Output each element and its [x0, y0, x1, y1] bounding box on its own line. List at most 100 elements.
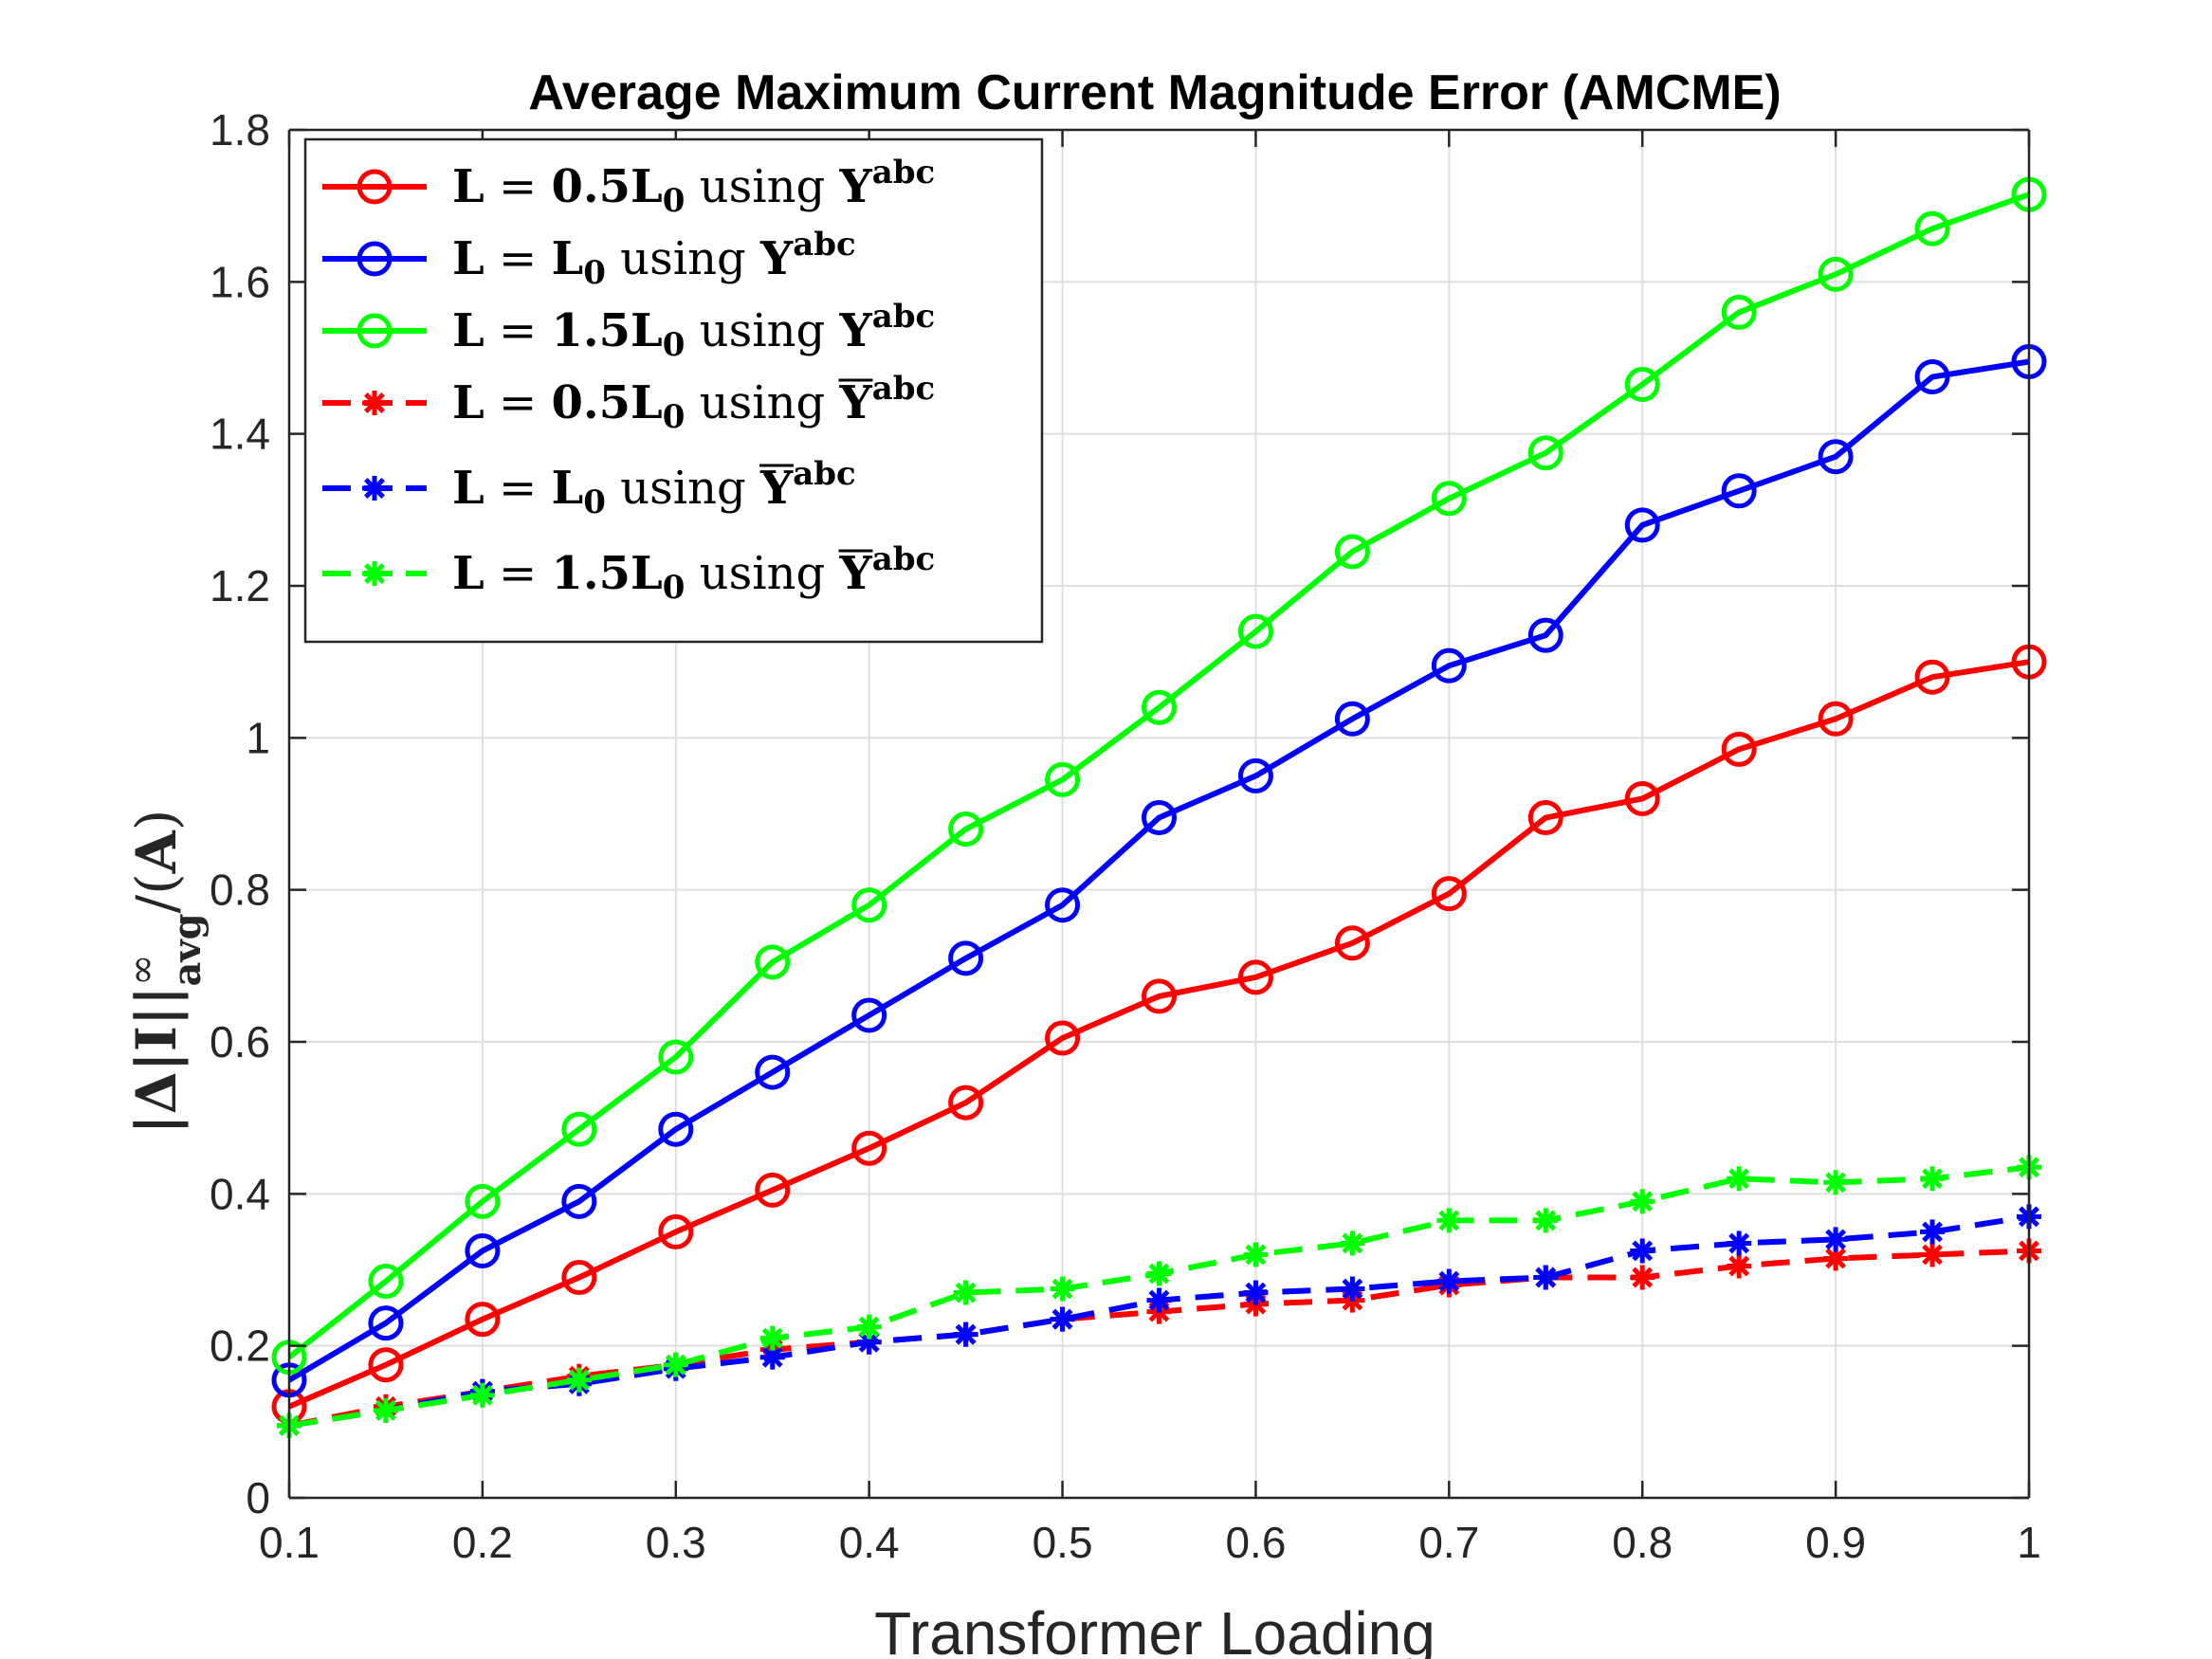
point-blue-solid-3 — [561, 1183, 597, 1219]
x-tick-label-4: 0.5 — [1033, 1518, 1093, 1567]
point-green-dashed-8 — [1050, 1276, 1075, 1302]
point-blue-dashed-7 — [953, 1322, 978, 1347]
point-blue-solid-6 — [851, 997, 887, 1033]
point-green-solid-11 — [1334, 534, 1370, 570]
series-green-dashed — [277, 1155, 2041, 1438]
y-tick-label-5: 1 — [246, 713, 270, 762]
legend-marker-green-solid — [356, 313, 393, 349]
point-blue-solid-8 — [1045, 887, 1081, 923]
x-tick-label-7: 0.8 — [1612, 1518, 1673, 1567]
y-tick-label-1: 0.2 — [210, 1322, 270, 1371]
y-tick-label-8: 1.6 — [210, 257, 270, 306]
point-red-solid-4 — [658, 1213, 694, 1249]
point-green-solid-7 — [948, 811, 984, 848]
point-red-solid-13 — [1527, 800, 1563, 836]
point-blue-solid-14 — [1624, 507, 1660, 543]
point-blue-solid-9 — [1142, 800, 1177, 836]
point-blue-dashed-13 — [1533, 1265, 1559, 1290]
legend-box — [303, 137, 1044, 644]
point-blue-dashed-15 — [1727, 1231, 1752, 1256]
x-tick-label-0: 0.1 — [259, 1518, 320, 1567]
point-green-dashed-16 — [1823, 1170, 1849, 1195]
point-green-dashed-3 — [566, 1367, 592, 1393]
y-tick-label-4: 0.8 — [210, 866, 270, 915]
point-green-solid-8 — [1045, 761, 1081, 797]
y-tick-label-0: 0 — [246, 1473, 270, 1522]
point-green-solid-12 — [1431, 481, 1467, 517]
point-red-solid-16 — [1818, 701, 1854, 737]
legend-marker-red-dashed — [362, 391, 387, 415]
point-blue-solid-2 — [465, 1232, 501, 1268]
axes — [287, 128, 2031, 1500]
point-blue-solid-17 — [1914, 359, 1950, 395]
point-blue-solid-13 — [1527, 617, 1563, 653]
x-tick-label-1: 0.2 — [452, 1518, 513, 1567]
legend-marker-red-solid — [356, 169, 393, 205]
point-green-solid-17 — [1914, 210, 1950, 246]
point-blue-solid-12 — [1431, 647, 1467, 684]
series-line-green-solid — [287, 191, 2031, 1360]
point-green-dashed-7 — [953, 1280, 978, 1305]
x-tick-label-2: 0.3 — [646, 1518, 706, 1567]
point-green-solid-3 — [561, 1111, 597, 1147]
point-red-solid-6 — [851, 1130, 887, 1166]
point-green-dashed-14 — [1630, 1189, 1655, 1214]
point-green-dashed-15 — [1727, 1166, 1752, 1192]
legend-label-green-solid: L = 1.5L0 using Yabc — [452, 298, 935, 364]
x-tick-label-6: 0.7 — [1418, 1518, 1479, 1567]
legend-label-blue-solid: L = L0 using Yabc — [452, 226, 856, 292]
point-red-solid-11 — [1334, 925, 1370, 961]
series-red-solid — [271, 644, 2047, 1425]
legend-marker-green-dashed — [362, 561, 387, 586]
series-green-solid — [271, 176, 2047, 1376]
point-blue-solid-15 — [1721, 473, 1757, 509]
point-blue-dashed-8 — [1050, 1306, 1075, 1332]
y-tick-label-9: 1.8 — [210, 105, 270, 155]
y-tick-label-2: 0.4 — [210, 1169, 270, 1218]
x-tick-label-3: 0.4 — [839, 1518, 900, 1567]
series-layer — [271, 176, 2047, 1438]
point-green-dashed-6 — [856, 1314, 882, 1340]
point-red-solid-3 — [561, 1260, 597, 1296]
series-blue-solid — [271, 344, 2047, 1398]
point-red-solid-5 — [755, 1172, 791, 1208]
y-tick-label-6: 1.2 — [210, 561, 270, 611]
legend-label-blue-dashed: L = L0 using Yabc — [452, 455, 856, 521]
point-green-dashed-17 — [1920, 1166, 1946, 1192]
point-green-solid-13 — [1527, 435, 1563, 471]
chart-title: Average Maximum Current Magnitude Error … — [528, 65, 1781, 120]
point-red-dashed-14 — [1630, 1265, 1655, 1290]
y-tick-label-7: 1.4 — [210, 410, 270, 459]
point-blue-solid-4 — [658, 1111, 694, 1147]
point-blue-dashed-10 — [1243, 1280, 1269, 1305]
point-blue-solid-16 — [1818, 439, 1854, 475]
point-blue-solid-7 — [948, 940, 984, 976]
point-green-dashed-1 — [373, 1397, 398, 1423]
point-blue-dashed-17 — [1920, 1219, 1946, 1245]
point-blue-solid-10 — [1237, 757, 1273, 793]
point-green-solid-14 — [1624, 367, 1660, 403]
point-blue-dashed-16 — [1823, 1227, 1849, 1252]
x-tick-label-8: 0.9 — [1805, 1518, 1866, 1567]
point-red-solid-17 — [1914, 659, 1950, 695]
point-green-solid-1 — [368, 1264, 404, 1300]
point-red-solid-7 — [948, 1085, 984, 1121]
point-green-solid-9 — [1142, 689, 1177, 725]
point-green-solid-6 — [851, 887, 887, 923]
x-tick-label-9: 1 — [2017, 1518, 2041, 1567]
point-blue-dashed-14 — [1630, 1238, 1655, 1264]
point-red-solid-14 — [1624, 780, 1660, 816]
point-green-dashed-2 — [469, 1382, 495, 1408]
point-green-solid-16 — [1818, 256, 1854, 292]
point-green-solid-5 — [755, 944, 791, 980]
point-green-dashed-4 — [663, 1352, 688, 1377]
point-red-solid-10 — [1237, 959, 1273, 995]
point-red-solid-1 — [368, 1347, 404, 1383]
legend-label-red-solid: L = 0.5L0 using Yabc — [452, 154, 935, 220]
point-red-solid-12 — [1431, 876, 1467, 912]
point-green-solid-15 — [1721, 294, 1757, 330]
y-tick-label-3: 0.6 — [210, 1017, 270, 1066]
point-red-solid-15 — [1721, 731, 1757, 767]
